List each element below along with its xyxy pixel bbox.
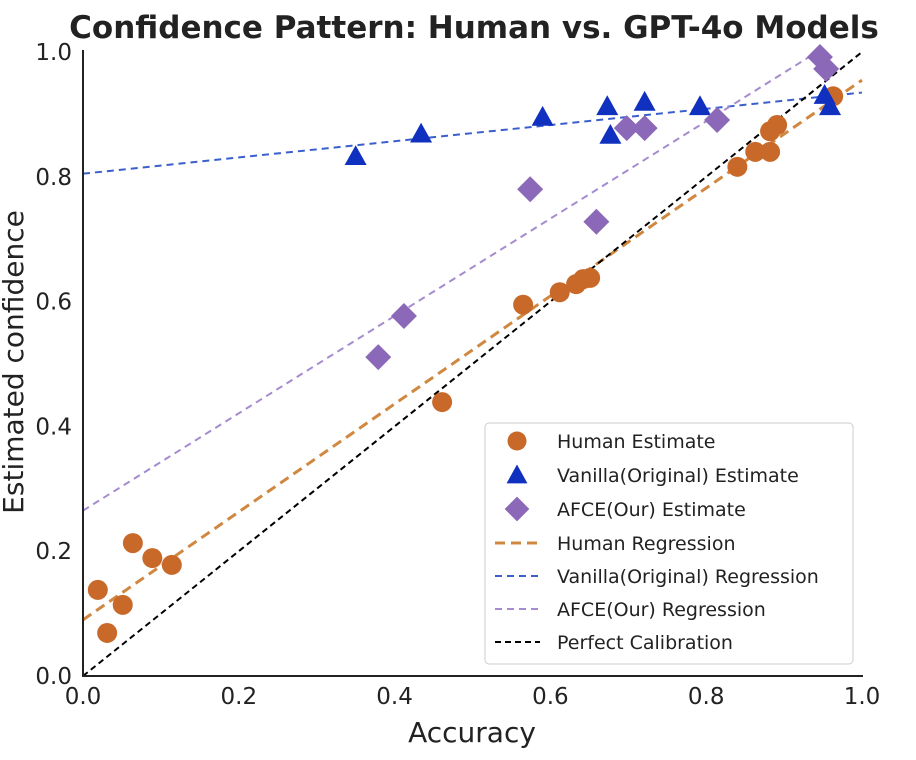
circle-point [142,548,163,569]
circle-point [549,282,570,303]
x-tick-label: 0.6 [532,684,569,710]
legend-label: Human Regression [557,533,736,555]
x-tick-label: 0.8 [688,684,725,710]
circle-point [745,141,766,162]
legend-circle-icon [507,431,527,451]
circle-point [513,294,534,315]
regression-line-3 [82,51,863,677]
regression-line-1 [82,91,863,175]
triangle-point [596,95,619,116]
legend: Human Estimate Vanilla(Original) Estimate… [484,422,854,665]
x-tick-label: 0.0 [65,684,102,710]
legend-label: Perfect Calibration [557,632,733,654]
diamond-point [613,115,640,142]
legend-label: Vanilla(Original) Regression [557,566,819,588]
y-tick-label: 0.0 [35,664,72,690]
y-tick-label: 0.8 [35,165,72,191]
legend-triangle-icon [506,464,528,484]
y-tick-label: 1.0 [35,40,72,66]
y-tick-label: 0.6 [35,290,72,316]
circle-point [767,115,788,136]
x-tick-label: 0.2 [221,684,258,710]
y-tick-label: 0.4 [35,414,72,440]
circle-point [580,267,601,288]
diamond-point [583,208,610,235]
triangle-point [599,123,622,144]
legend-box [484,422,854,665]
chart-title: Confidence Pattern: Human vs. GPT-4o Mod… [69,10,879,46]
legend-label: AFCE(Our) Regression [557,599,766,621]
triangle-point [633,90,656,111]
x-axis-label: Accuracy [408,716,536,749]
circle-point [432,392,453,413]
x-tick-label: 0.4 [376,684,413,710]
circle-point [87,579,108,600]
legend-label: AFCE(Our) Estimate [557,499,746,521]
triangle-point [531,105,554,126]
triangle-point [819,95,842,116]
legend-diamond-icon [504,496,530,522]
diamond-point [365,344,392,371]
legend-label: Vanilla(Original) Estimate [557,465,799,487]
y-axis-label: Estimated confidence [0,210,30,514]
diamond-point [390,302,417,329]
regression-line-2 [82,47,824,512]
circle-point [112,594,133,615]
triangle-point [410,122,433,143]
diamond-point [704,107,731,134]
legend-label: Human Estimate [557,431,716,453]
triangle-point [688,95,711,116]
triangle-point [344,145,367,166]
circle-point [161,554,182,575]
circle-point [122,533,143,554]
circle-point [97,622,118,643]
circle-point [727,156,748,177]
y-tick-label: 0.2 [35,539,72,565]
diamond-point [517,176,544,203]
diamond-point [813,55,840,82]
diamond-point [631,115,658,142]
x-tick-label: 1.0 [844,684,881,710]
circle-point [760,141,781,162]
